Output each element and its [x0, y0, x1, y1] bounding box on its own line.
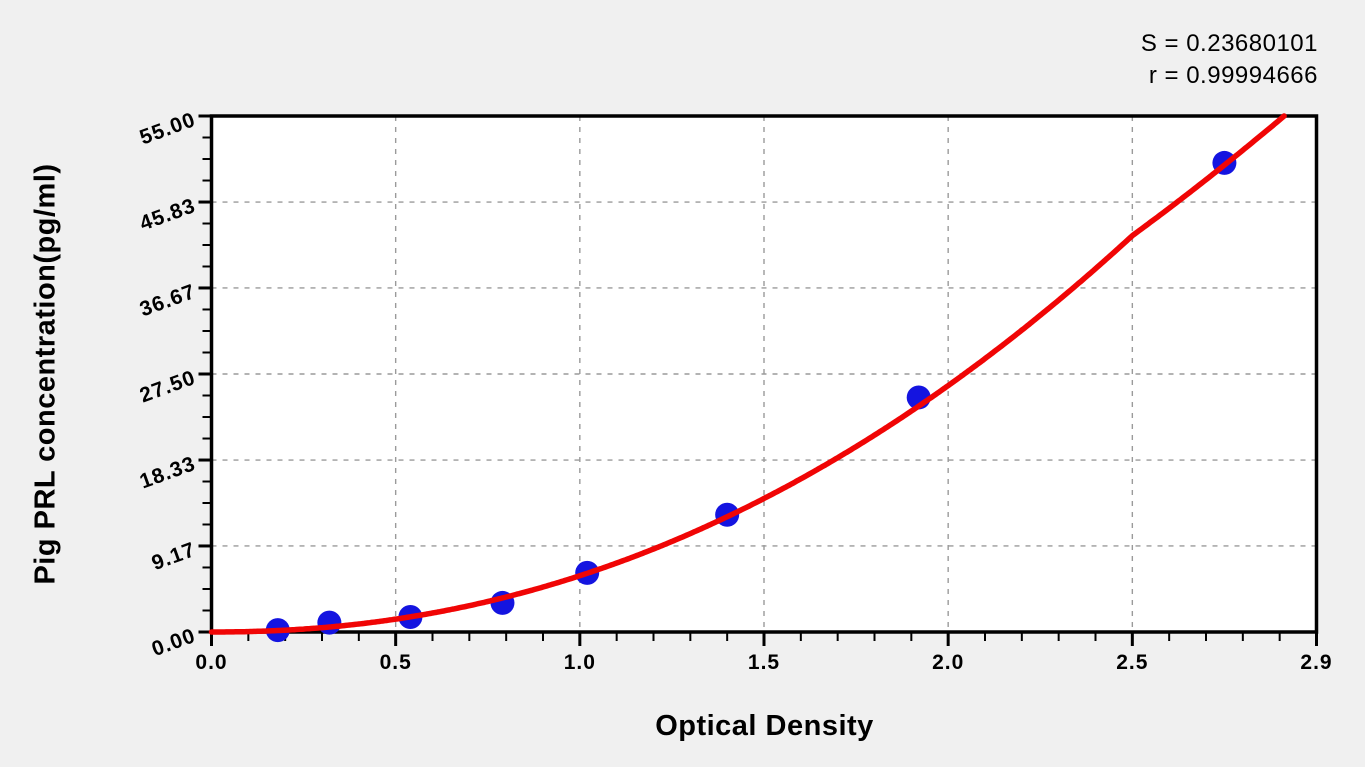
x-axis-tick-label: 2.9	[1300, 651, 1332, 674]
x-axis-tick-label: 2.0	[932, 651, 964, 674]
stat-r-value: r = 0.99994666	[1148, 62, 1318, 89]
y-axis-tick-label: 27.50	[137, 366, 199, 407]
stat-s-value: S = 0.23680101	[1140, 30, 1318, 57]
y-axis-tick-label: 9.17	[149, 538, 199, 575]
y-axis-title: Pig PRL concentration(pg/ml)	[29, 163, 62, 585]
y-axis-tick-label: 45.83	[137, 194, 199, 235]
x-axis-tick-label: 1.0	[564, 651, 596, 674]
y-axis-tick-label: 18.33	[137, 452, 199, 493]
x-axis-title: Optical Density	[655, 710, 874, 742]
data-point	[317, 610, 342, 635]
y-axis-tick-label: 0.00	[149, 624, 199, 661]
x-axis-tick-label: 1.5	[748, 651, 780, 674]
fit-curve-line	[208, 113, 1287, 635]
x-axis-tick-label: 0.0	[195, 651, 227, 674]
fit-statistics: S = 0.23680101 r = 0.99994666	[1141, 28, 1318, 92]
y-axis-tick-label: 55.00	[137, 108, 199, 149]
x-axis-tick-label: 2.5	[1116, 651, 1148, 674]
y-axis-tick-label: 36.67	[137, 280, 199, 321]
x-axis-tick-label: 0.5	[380, 651, 412, 674]
